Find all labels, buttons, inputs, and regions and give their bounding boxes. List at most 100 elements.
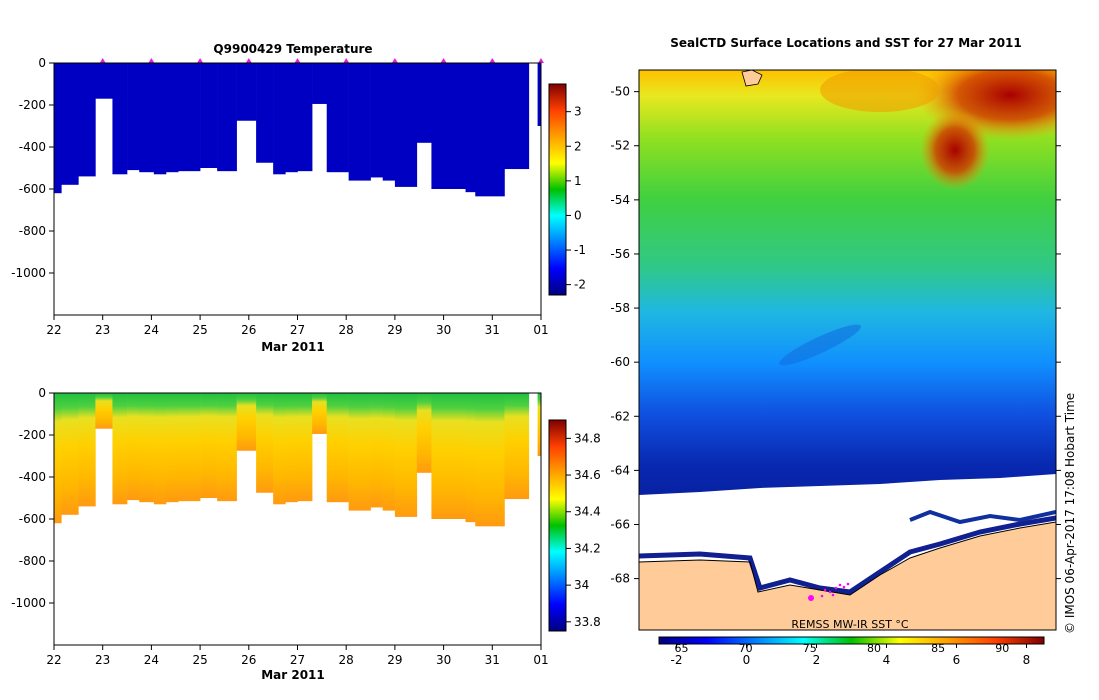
map-ytick-label-7: -64 bbox=[610, 463, 630, 477]
profile-marker-5 bbox=[343, 58, 350, 63]
p0-ytick-label-0: 0 bbox=[38, 56, 46, 70]
temperature-profile-14 bbox=[256, 63, 274, 163]
seal-track-point-3 bbox=[838, 583, 842, 587]
temperature-panel: Q9900429 Temperature 0 -200 -400 -600 -800 -1… bbox=[11, 42, 586, 354]
salinity-profile-3 bbox=[95, 393, 113, 429]
sal-cbar-label-0: 34.8 bbox=[574, 431, 601, 445]
p1-ytick-label-4: -800 bbox=[19, 554, 46, 568]
map-ytick-label-1: -52 bbox=[610, 139, 630, 153]
profile-marker-0 bbox=[99, 58, 106, 63]
profile-marker-9 bbox=[538, 58, 544, 63]
temperature-profile-28 bbox=[475, 63, 505, 197]
temperature-profile-15 bbox=[273, 63, 286, 175]
p0-ytick-label-5: -1000 bbox=[11, 266, 46, 280]
temperature-profile-22 bbox=[382, 63, 396, 181]
map-frame bbox=[638, 69, 1057, 631]
salinity-profile-18 bbox=[312, 393, 328, 434]
salinity-profile-21 bbox=[370, 393, 384, 508]
salinity-profile-8 bbox=[166, 393, 179, 503]
p0-xtick-label-2: 24 bbox=[144, 323, 159, 337]
temp-cbar-label-3: 0 bbox=[574, 208, 582, 222]
salinity-profile-5 bbox=[127, 393, 140, 501]
seal-track-point-7 bbox=[831, 593, 835, 597]
temperature-profile-3 bbox=[95, 63, 113, 99]
temp-cbar-label-5: -2 bbox=[574, 278, 586, 292]
profile-marker-3 bbox=[245, 58, 252, 63]
temp-cbar-label-1: 2 bbox=[574, 139, 582, 153]
salinity-profile-16 bbox=[285, 393, 298, 503]
antarctic-land bbox=[639, 522, 1056, 630]
salinity-colorbar bbox=[548, 419, 567, 632]
seal-track-point-1 bbox=[828, 590, 832, 594]
p1-ytick-label-0: 0 bbox=[38, 386, 46, 400]
sst-colorbar-ticks: -2 0 2 4 6 8 65 70 75 80 85 90 bbox=[671, 642, 1031, 667]
temperature-profile-10 bbox=[187, 63, 201, 172]
map-ytick-label-8: -66 bbox=[610, 517, 630, 531]
temperature-profile-26 bbox=[450, 63, 466, 189]
salinity-profile-23 bbox=[394, 393, 418, 517]
map-ytick-label-3: -56 bbox=[610, 247, 630, 261]
map-ytick-label-9: -68 bbox=[610, 572, 630, 586]
temperature-profile-8 bbox=[166, 63, 179, 173]
cold-filament bbox=[779, 324, 861, 366]
coastline bbox=[639, 521, 1056, 596]
salinity-profile-6 bbox=[139, 393, 155, 503]
map-ytick-label-5: -60 bbox=[610, 355, 630, 369]
sst-cbar-top-label-2: 75 bbox=[803, 642, 817, 655]
salinity-profile-1 bbox=[61, 393, 79, 515]
p0-xtick-label-3: 25 bbox=[192, 323, 207, 337]
p0-xtick-label-0: 22 bbox=[46, 323, 61, 337]
temperature-profile-16 bbox=[285, 63, 298, 173]
temperature-colorbar bbox=[548, 83, 567, 296]
temperature-profile-0 bbox=[54, 63, 62, 194]
p1-xtick-label-7: 29 bbox=[387, 653, 402, 667]
seal-track-point-2 bbox=[834, 586, 838, 590]
p0-xtick-label-1: 23 bbox=[95, 323, 110, 337]
p0-ytick-label-4: -800 bbox=[19, 224, 46, 238]
temperature-cells bbox=[54, 63, 541, 197]
temperature-profile-12 bbox=[217, 63, 237, 172]
sst-cbar-top-label-3: 80 bbox=[867, 642, 881, 655]
salinity-profile-4 bbox=[112, 393, 128, 505]
temperature-colorbar-ticks: 3 2 1 0 -1 -2 bbox=[566, 105, 586, 292]
map-ytick-label-0: -50 bbox=[610, 85, 630, 99]
p0-ytick-label-3: -600 bbox=[19, 182, 46, 196]
sst-cbar-label-3: 4 bbox=[883, 653, 891, 667]
p1-xtick-label-3: 25 bbox=[192, 653, 207, 667]
temperature-profile-21 bbox=[370, 63, 384, 178]
profile-markers bbox=[99, 58, 544, 63]
sst-cbar-top-label-4: 85 bbox=[931, 642, 945, 655]
salinity-profile-9 bbox=[178, 393, 189, 502]
sst-cbar-label-5: 8 bbox=[1023, 653, 1031, 667]
map-ytick-label-2: -54 bbox=[610, 193, 630, 207]
seal-track-point-0 bbox=[823, 588, 827, 592]
p1-ytick-label-5: -1000 bbox=[11, 596, 46, 610]
salinity-profile-13 bbox=[236, 393, 257, 451]
p0-xtick-label-4: 26 bbox=[241, 323, 256, 337]
salinity-profile-10 bbox=[187, 393, 201, 502]
temperature-profile-17 bbox=[297, 63, 313, 172]
profile-marker-7 bbox=[440, 58, 447, 63]
sal-cbar-label-2: 34.4 bbox=[574, 505, 601, 519]
temperature-y-ticks: 0 -200 -400 -600 -800 -1000 bbox=[11, 56, 54, 280]
p1-xtick-label-6: 28 bbox=[339, 653, 354, 667]
salinity-profile-25 bbox=[431, 393, 452, 519]
salinity-profile-7 bbox=[153, 393, 167, 505]
salinity-panel: 0 -200 -400 -600 -800 -1000 22 23 24 25 26 27 28 29 3… bbox=[11, 386, 601, 682]
temperature-profile-6 bbox=[139, 63, 155, 173]
p1-xtick-label-1: 23 bbox=[95, 653, 110, 667]
temperature-profile-last bbox=[537, 63, 541, 126]
sst-cbar-top-label-0: 65 bbox=[674, 642, 688, 655]
temperature-profile-19 bbox=[326, 63, 349, 173]
sst-cbar-top-label-5: 90 bbox=[995, 642, 1009, 655]
seal-location-main bbox=[808, 595, 814, 601]
salinity-profile-28 bbox=[475, 393, 505, 527]
salinity-profile-14 bbox=[256, 393, 274, 493]
p0-ytick-label-1: -200 bbox=[19, 98, 46, 112]
salinity-xlabel: Mar 2011 bbox=[261, 668, 325, 682]
temperature-profile-2 bbox=[78, 63, 96, 177]
temp-cbar-label-4: -1 bbox=[574, 243, 586, 257]
sst-source-label: REMSS MW-IR SST °C bbox=[791, 618, 909, 631]
p1-ytick-label-2: -400 bbox=[19, 470, 46, 484]
